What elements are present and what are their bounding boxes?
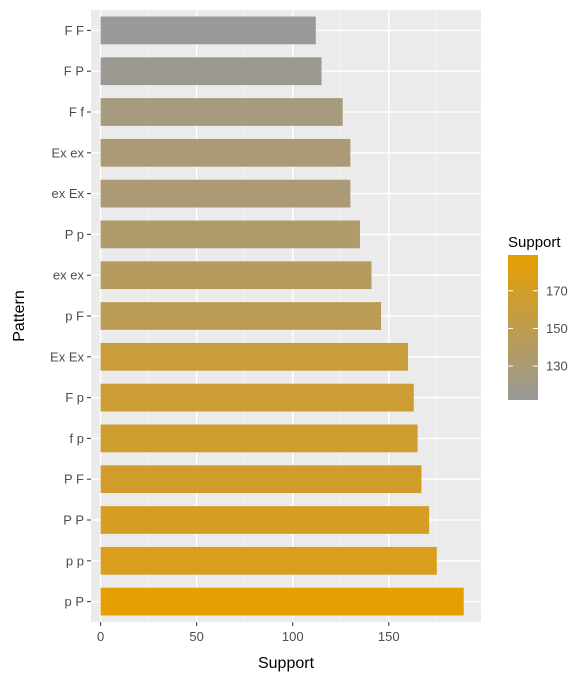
bar bbox=[100, 220, 360, 249]
legend-colorbar bbox=[508, 255, 538, 400]
y-tick-label: p F bbox=[65, 309, 84, 324]
x-tick-label: 100 bbox=[282, 629, 304, 644]
x-tick-label: 150 bbox=[378, 629, 400, 644]
y-axis: F F F P F f Ex ex ex Ex P p ex ex p F Ex Ex F p f … bbox=[50, 23, 91, 609]
legend-ticks: 130 150 170 bbox=[508, 283, 568, 374]
bar bbox=[100, 302, 382, 330]
legend-tick-label: 130 bbox=[546, 359, 568, 374]
y-tick-label: Ex ex bbox=[51, 145, 84, 160]
bar bbox=[100, 546, 437, 575]
y-axis-title: Pattern bbox=[11, 290, 28, 342]
bar bbox=[100, 179, 351, 208]
y-tick-label: P P bbox=[63, 513, 84, 528]
bars bbox=[100, 16, 464, 616]
bar bbox=[100, 383, 414, 412]
bar bbox=[100, 16, 316, 45]
bar bbox=[100, 98, 343, 126]
y-tick-label: F P bbox=[64, 64, 84, 79]
legend-title: Support bbox=[508, 234, 561, 251]
bar bbox=[100, 342, 408, 371]
bar bbox=[100, 587, 464, 616]
y-tick-label: p p bbox=[66, 553, 84, 568]
bar bbox=[100, 424, 418, 453]
y-tick-label: F p bbox=[65, 390, 84, 405]
bar bbox=[100, 465, 422, 494]
bar bbox=[100, 138, 351, 167]
legend: Support 130 150 170 bbox=[508, 234, 568, 400]
bar bbox=[100, 506, 430, 534]
y-tick-label: F f bbox=[69, 105, 85, 120]
x-axis: 0 50 100 150 bbox=[97, 622, 400, 644]
bar bbox=[100, 57, 322, 86]
legend-tick-label: 150 bbox=[546, 321, 568, 336]
x-axis-title: Support bbox=[258, 655, 315, 672]
x-tick-label: 50 bbox=[189, 629, 203, 644]
legend-tick-label: 170 bbox=[546, 283, 568, 298]
y-tick-label: Ex Ex bbox=[50, 349, 84, 364]
x-tick-label: 0 bbox=[97, 629, 104, 644]
y-tick-label: P F bbox=[64, 472, 84, 487]
bar bbox=[100, 261, 372, 290]
y-tick-label: P p bbox=[65, 227, 84, 242]
y-tick-label: F F bbox=[65, 23, 85, 38]
y-tick-label: ex ex bbox=[53, 268, 85, 283]
y-tick-label: p P bbox=[64, 594, 84, 609]
y-tick-label: f p bbox=[70, 431, 84, 446]
y-tick-label: ex Ex bbox=[51, 186, 84, 201]
